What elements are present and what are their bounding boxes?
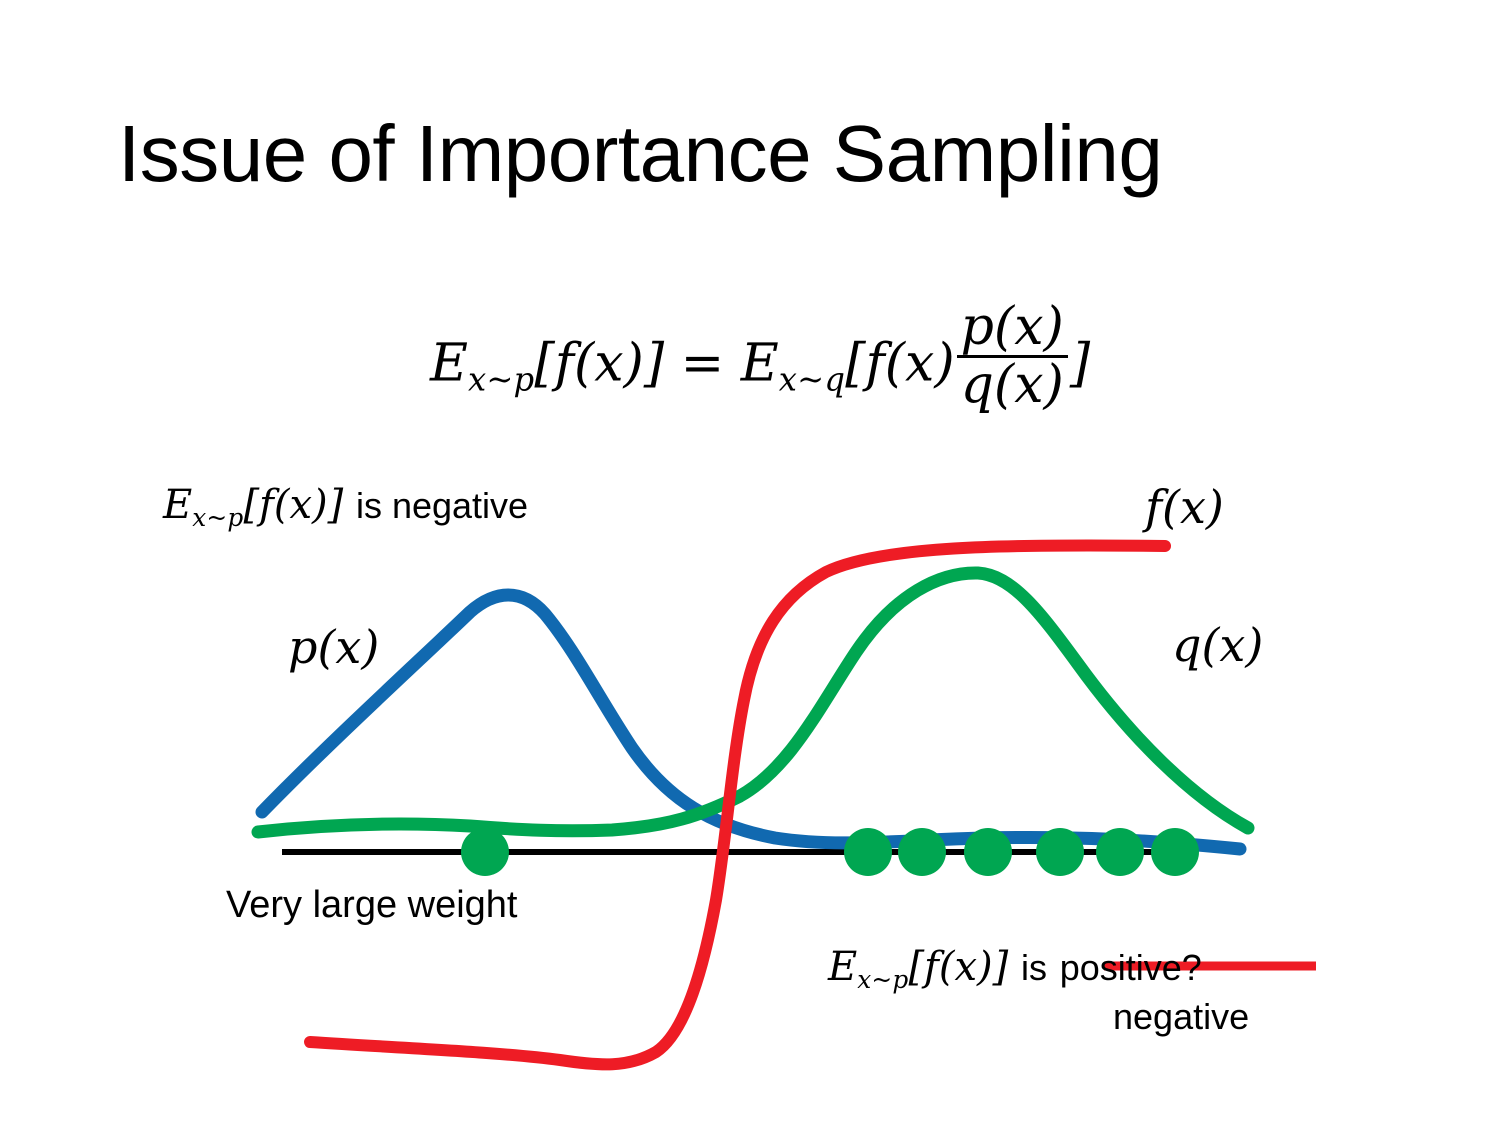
annotation-right-body: [f(x)] xyxy=(908,944,1009,990)
very-large-weight-label: Very large weight xyxy=(226,884,518,926)
sample-dot xyxy=(1096,828,1144,876)
formula-equals: = xyxy=(680,333,725,394)
formula-rhs-close: ] xyxy=(1069,333,1091,394)
sample-dot xyxy=(964,828,1012,876)
annotation-right-struck-text: positive? xyxy=(1059,947,1202,988)
curve-p-x xyxy=(255,588,1247,856)
formula-fraction: p(x) q(x) xyxy=(956,297,1068,413)
annotation-negative: Ex~p[f(x)] is negative xyxy=(163,482,528,532)
annotation-right-is: is xyxy=(1020,947,1047,988)
formula-fraction-denominator: q(x) xyxy=(956,355,1068,413)
curve-label-f: f(x) xyxy=(1145,480,1224,534)
sample-dot xyxy=(1036,828,1084,876)
annotation-left-subscript: x~p xyxy=(192,502,244,532)
formula-lhs-body: [f(x)] xyxy=(534,333,665,394)
sample-dot xyxy=(898,828,946,876)
annotation-right-correction: negative xyxy=(1113,996,1250,1037)
formula-fraction-numerator: p(x) xyxy=(960,297,1064,357)
curve-q-x xyxy=(251,566,1255,839)
annotation-left-E: E xyxy=(163,482,193,528)
formula-lhs-subscript: x~p xyxy=(467,360,535,399)
sample-dot xyxy=(844,828,892,876)
formula-rhs-open: [f(x) xyxy=(845,333,955,394)
formula-rhs-E: E xyxy=(740,333,779,394)
annotation-positive-corrected: Ex~p[f(x)] is positive? xyxy=(828,944,1202,994)
sample-dot-left xyxy=(461,828,509,876)
formula-lhs-E: E xyxy=(430,333,468,394)
main-formula: Ex~p[f(x)] = Ex~q[f(x) p(x) q(x)] xyxy=(430,297,1091,413)
sample-dot xyxy=(1151,828,1199,876)
annotation-left-text: is negative xyxy=(355,485,529,526)
curve-label-q: q(x) xyxy=(1172,618,1264,672)
annotation-left-body: [f(x)] xyxy=(243,482,344,528)
page-title: Issue of Importance Sampling xyxy=(118,109,1163,198)
annotation-right-subscript: x~p xyxy=(857,964,909,994)
annotation-right-E: E xyxy=(828,944,858,990)
formula-rhs-subscript: x~q xyxy=(778,360,846,399)
curve-label-p: p(x) xyxy=(288,620,380,674)
